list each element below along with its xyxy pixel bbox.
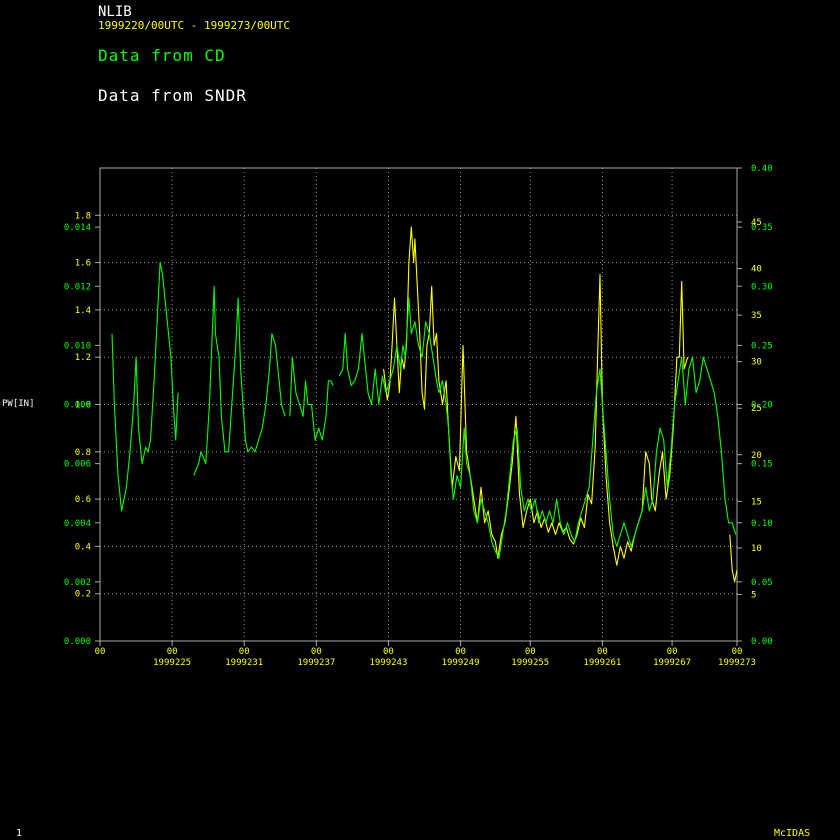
series-line-cd xyxy=(338,297,737,559)
y-right-yellow-label: 15 xyxy=(751,497,762,507)
data-series xyxy=(111,226,738,583)
series-line-cd xyxy=(289,356,334,441)
x-tick-hour-label: 00 xyxy=(383,647,394,657)
x-tick-hour-label: 00 xyxy=(455,647,466,657)
y-left-pw-label: 0.8 xyxy=(75,448,91,458)
y-right-yellow-label: 25 xyxy=(751,404,762,414)
y-right-green-label: 0.15 xyxy=(751,460,773,470)
y-right-yellow-label: 30 xyxy=(751,358,762,368)
y-left-pw-label: 1.6 xyxy=(75,259,91,269)
y-right-yellow-label: 5 xyxy=(751,590,756,600)
y-right-yellow-label: 40 xyxy=(751,265,762,275)
x-tick-day-label: 1999273 xyxy=(718,658,756,668)
legend-cd: Data from CD xyxy=(98,46,226,65)
y-left-pw-label: 0.4 xyxy=(75,542,91,552)
y-right-yellow-label: 20 xyxy=(751,451,762,461)
grid-lines xyxy=(100,168,737,641)
y-left-mix-label: 0.012 xyxy=(64,282,91,292)
y-right-yellow-label: 35 xyxy=(751,311,762,321)
x-tick-hour-label: 00 xyxy=(732,647,743,657)
x-tick-hour-label: 00 xyxy=(525,647,536,657)
y-left-mix-label: 0.014 xyxy=(64,223,91,233)
y-left-mix-label: 0.006 xyxy=(64,460,91,470)
y-right-green-label: 0.00 xyxy=(751,637,773,647)
y-left-mix-label: 0.000 xyxy=(64,637,91,647)
y-right-green-label: 0.40 xyxy=(751,164,773,174)
x-tick-hour-label: 00 xyxy=(667,647,678,657)
x-tick-day-label: 1999261 xyxy=(583,658,621,668)
x-tick-day-label: 1999243 xyxy=(369,658,407,668)
y-left-mix-label: 0.010 xyxy=(64,341,91,351)
x-tick-day-label: 1999231 xyxy=(225,658,263,668)
y-right-green-label: 0.20 xyxy=(751,401,773,411)
y-right-yellow-label: 45 xyxy=(751,218,762,228)
legend-sndr: Data from SNDR xyxy=(98,86,247,105)
y-axis-label: PW[IN] xyxy=(2,399,35,409)
y-left-mix-label: 0.004 xyxy=(64,519,91,529)
y-right-green-label: 0.10 xyxy=(751,519,773,529)
y-left-pw-label: 1.4 xyxy=(75,306,91,316)
y-right-green-label: 0.05 xyxy=(751,578,773,588)
y-left-pw-label: 1.0 xyxy=(75,401,91,411)
y-left-mix-label: 0.002 xyxy=(64,578,91,588)
x-tick-day-label: 1999249 xyxy=(442,658,480,668)
axis-ticks xyxy=(95,167,742,646)
x-tick-hour-label: 00 xyxy=(311,647,322,657)
y-left-mix-label: 0.008 xyxy=(64,401,91,411)
x-tick-day-label: 1999237 xyxy=(297,658,335,668)
date-range: 1999220/00UTC - 1999273/00UTC xyxy=(98,19,290,32)
station-title: NLIB xyxy=(98,4,132,20)
x-tick-hour-label: 00 xyxy=(95,647,106,657)
y-right-yellow-label: 10 xyxy=(751,544,762,554)
series-line-sndr xyxy=(729,534,738,583)
axis-tick-labels: 00 00199922500199923100199923700199924300… xyxy=(64,164,773,668)
plot-frame xyxy=(99,167,738,642)
x-tick-day-label: 1999255 xyxy=(511,658,549,668)
x-tick-day-label: 1999225 xyxy=(153,658,191,668)
y-right-green-label: 0.25 xyxy=(751,341,773,351)
series-line-cd xyxy=(111,262,179,512)
y-left-pw-label: 0.6 xyxy=(75,495,91,505)
x-tick-day-label: 1999267 xyxy=(653,658,691,668)
footer-frame-number: 1 xyxy=(16,828,22,839)
series-line-cd xyxy=(193,285,286,476)
y-left-pw-label: 1.8 xyxy=(75,211,91,221)
x-tick-hour-label: 00 xyxy=(167,647,178,657)
series-line-sndr xyxy=(383,226,689,566)
y-left-pw-label: 0.2 xyxy=(75,590,91,600)
y-left-pw-label: 1.2 xyxy=(75,353,91,363)
x-tick-hour-label: 00 xyxy=(239,647,250,657)
y-right-green-label: 0.35 xyxy=(751,223,773,233)
footer-mcidas: McIDAS xyxy=(774,828,810,839)
x-tick-hour-label: 00 xyxy=(597,647,608,657)
y-right-green-label: 0.30 xyxy=(751,282,773,292)
